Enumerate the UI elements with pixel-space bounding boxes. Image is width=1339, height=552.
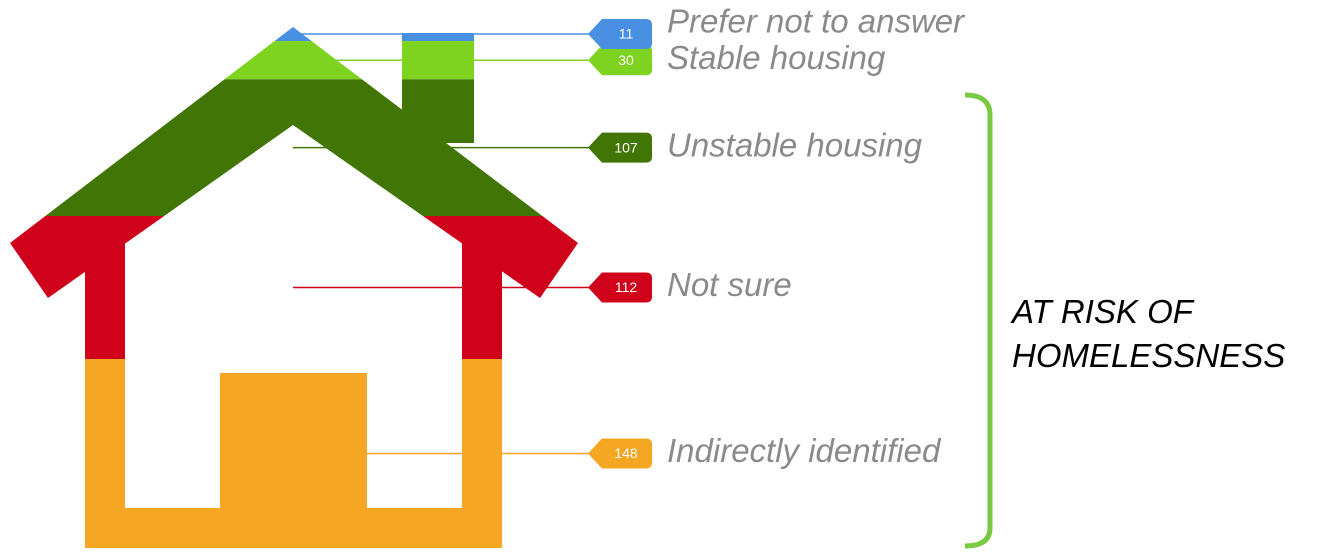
category-label: Stable housing	[667, 39, 886, 76]
value-label: 112	[615, 279, 638, 295]
band	[10, 359, 578, 548]
category-label: Not sure	[667, 266, 792, 303]
value-badge	[588, 132, 652, 163]
value-label: 148	[614, 445, 638, 461]
value-badge	[588, 19, 652, 50]
value-badge	[588, 45, 652, 76]
value-badge	[588, 272, 652, 303]
bracket	[964, 92, 993, 549]
category-label: Prefer not to answer	[667, 3, 966, 40]
value-badge	[588, 438, 652, 469]
category-label: Indirectly identified	[667, 432, 942, 469]
value-label: 30	[618, 52, 634, 68]
category-label: Unstable housing	[667, 126, 923, 163]
value-label: 107	[614, 139, 638, 155]
value-label: 11	[619, 26, 634, 42]
annotation: AT RISK OF HOMELESSNESS	[1012, 293, 1286, 374]
